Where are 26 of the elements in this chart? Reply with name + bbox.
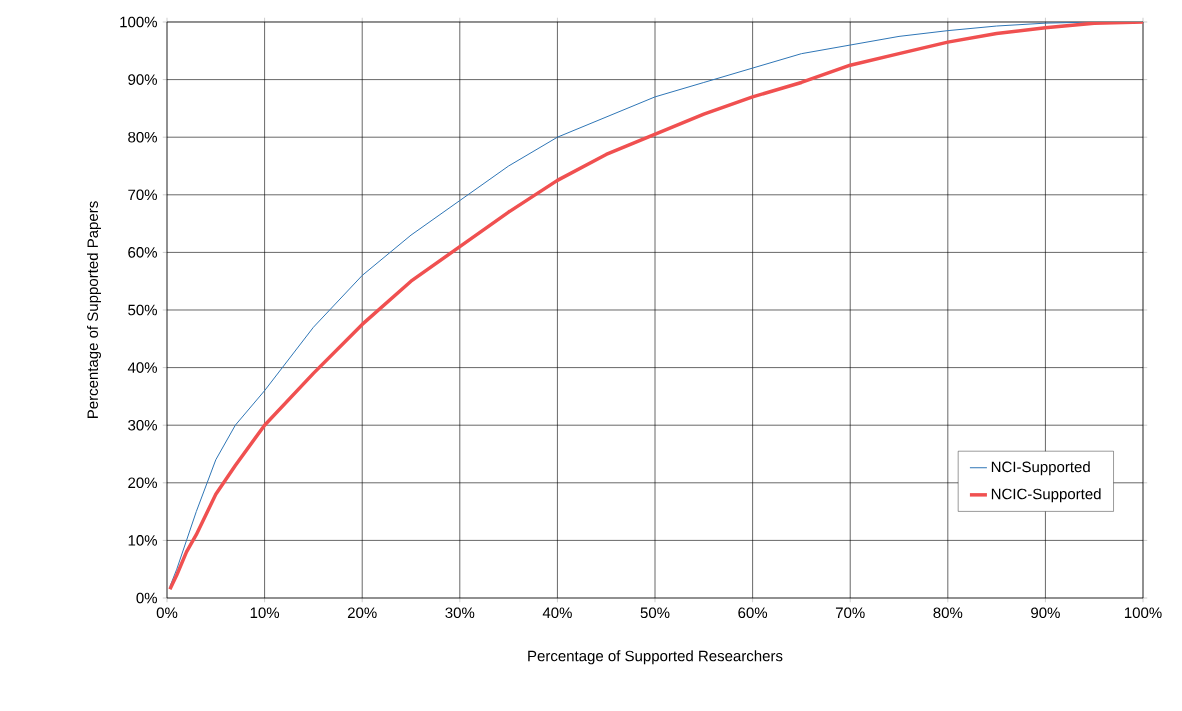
x-tick-label: 50% [640,607,670,619]
x-tick-label: 100% [1124,607,1162,619]
x-tick-label: 20% [347,607,377,619]
x-tick-label: 80% [933,607,963,619]
x-tick-label: 10% [250,607,280,619]
y-tick-label: 60% [128,247,158,258]
legend-label: NCI-Supported [991,461,1090,476]
x-tick-label: 60% [738,607,768,619]
x-axis-title: Percentage of Supported Researchers [528,650,783,665]
y-tick-label: 40% [127,362,158,373]
y-tick-label: 70% [128,189,158,201]
x-tick-label: 70% [835,607,865,619]
legend-label: NCIC-Supported [991,488,1101,503]
y-tick-label: 30% [128,419,158,431]
x-tick-label: 40% [542,607,572,619]
y-tick-label: 90% [128,74,158,85]
y-tick-label: 10% [128,535,158,546]
x-tick-label: 90% [1031,607,1060,619]
y-tick-label: 0% [136,592,158,604]
x-tick-label: 0% [156,607,178,619]
x-tick-label: 30% [445,607,475,619]
y-tick-label: 80% [128,131,158,143]
y-tick-label: 100% [120,16,157,28]
y-tick-label: 20% [128,477,158,489]
y-axis-title: Percentage of Supported Papers [87,201,101,418]
y-tick-label: 50% [128,304,158,316]
